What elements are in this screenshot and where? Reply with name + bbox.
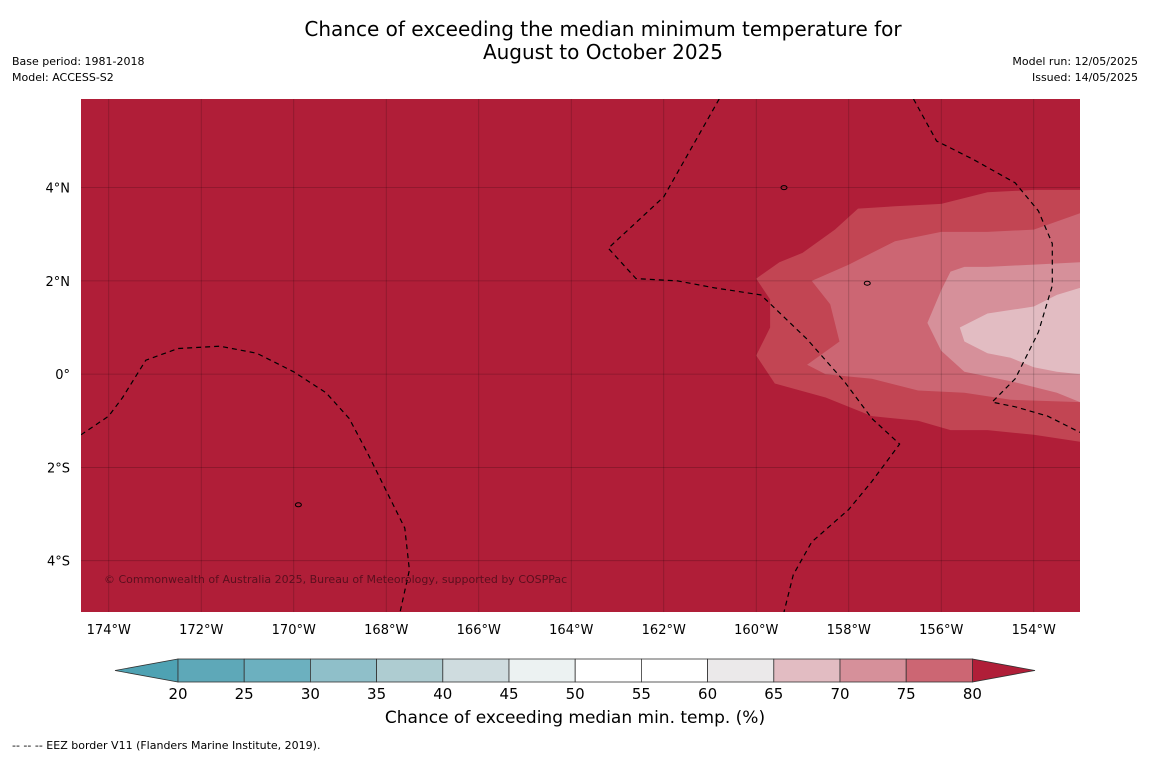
lat-tick-label: 4°S: [47, 555, 70, 570]
issued-date: Issued: 14/05/2025: [1031, 71, 1138, 84]
colorbar-segment: [574, 658, 642, 683]
eez-border-3: [912, 99, 1080, 433]
lat-tick-label: 4°N: [46, 182, 71, 197]
colorbar-segment: [177, 658, 245, 683]
colorbar-segment: [442, 658, 510, 683]
eez-border-1: [81, 345, 411, 612]
colorbar-tick-label: 35: [367, 685, 386, 703]
island-outline-3: [780, 185, 788, 191]
colorbar-tick-label: 55: [632, 685, 651, 703]
colorbar-segment: [839, 658, 907, 683]
copyright-text: © Commonwealth of Australia 2025, Bureau…: [104, 573, 567, 586]
colorbar-under-arrow: [114, 658, 179, 683]
eez-legend-note: -- -- -- EEZ border V11 (Flanders Marine…: [12, 739, 321, 752]
lon-tick-label: 168°W: [364, 623, 408, 638]
lon-tick-label: 174°W: [87, 623, 131, 638]
colorbar-over-arrow: [972, 658, 1036, 683]
colorbar-segment: [905, 658, 973, 683]
colorbar-segment: [773, 658, 841, 683]
colorbar-tick-label: 40: [433, 685, 452, 703]
island-outline-1: [863, 280, 871, 286]
colorbar-tick-label: 45: [499, 685, 518, 703]
meta-right: Model run: 12/05/2025 Issued: 14/05/2025: [1012, 54, 1138, 86]
lon-tick-label: 172°W: [179, 623, 223, 638]
colorbar-tick-label: 75: [897, 685, 916, 703]
lon-tick-label: 166°W: [457, 623, 501, 638]
lon-tick-label: 158°W: [827, 623, 871, 638]
colorbar-segment: [707, 658, 775, 683]
lon-tick-label: 170°W: [272, 623, 316, 638]
colorbar-segment: [508, 658, 576, 683]
lat-tick-label: 2°N: [46, 275, 71, 290]
colorbar-segment: [243, 658, 311, 683]
colorbar-tick-label: 65: [764, 685, 783, 703]
colorbar-segment: [641, 658, 709, 683]
eez-border-2: [607, 99, 901, 612]
map-title: Chance of exceeding the median minimum t…: [0, 18, 1150, 64]
title-line-2: August to October 2025: [482, 40, 724, 64]
colorbar-tick-label: 80: [963, 685, 982, 703]
meta-left: Base period: 1981-2018 Model: ACCESS-S2: [12, 54, 144, 86]
colorbar-tick-label: 60: [698, 685, 717, 703]
colorbar-title: Chance of exceeding median min. temp. (%…: [384, 708, 766, 728]
lon-tick-label: 160°W: [734, 623, 778, 638]
title-line-1: Chance of exceeding the median minimum t…: [304, 17, 902, 41]
lon-tick-label: 154°W: [1012, 623, 1056, 638]
model-run: Model run: 12/05/2025: [1012, 55, 1138, 68]
colorbar-segment: [309, 658, 377, 683]
lat-tick-label: 2°S: [47, 461, 70, 476]
island-outline-2: [294, 502, 302, 508]
map-area: © Commonwealth of Australia 2025, Bureau…: [81, 99, 1080, 612]
colorbar-tick-label: 30: [301, 685, 320, 703]
lat-tick-label: 0°: [55, 368, 70, 383]
colorbar-tick-label: 20: [168, 685, 187, 703]
lon-tick-label: 164°W: [549, 623, 593, 638]
model-name: Model: ACCESS-S2: [12, 71, 114, 84]
colorbar-tick-label: 70: [830, 685, 849, 703]
colorbar-tick-label: 50: [566, 685, 585, 703]
colorbar-segment: [376, 658, 444, 683]
colorbar-tick-label: 25: [235, 685, 254, 703]
lon-tick-label: 156°W: [919, 623, 963, 638]
lon-tick-label: 162°W: [642, 623, 686, 638]
base-period: Base period: 1981-2018: [12, 55, 145, 68]
contour-60: [959, 287, 1080, 375]
